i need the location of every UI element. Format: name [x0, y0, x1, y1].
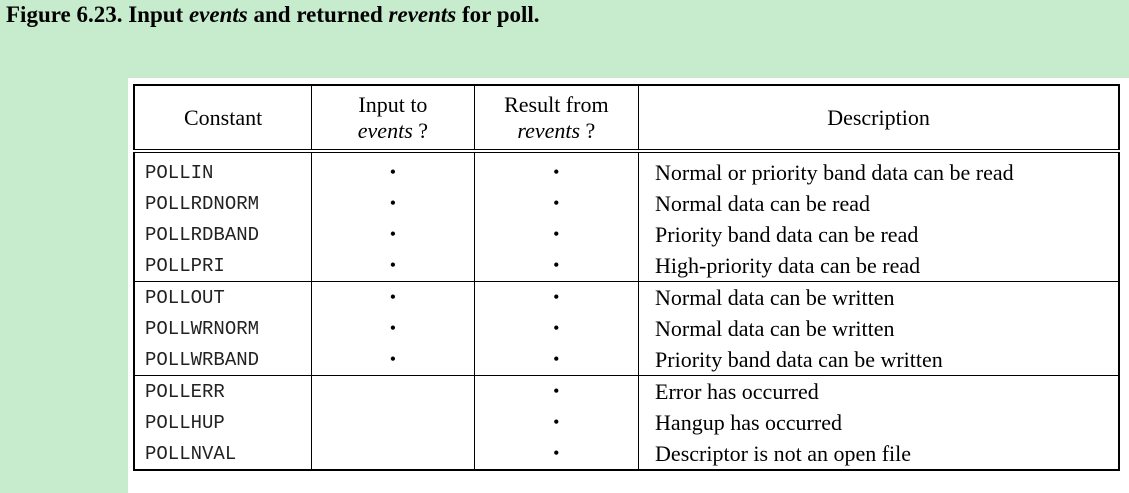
header-input-line1: Input to [358, 91, 428, 117]
header-input-q: ? [412, 117, 429, 143]
table-row: POLLRDBAND • • Priority band data can be re… [133, 219, 1120, 250]
cell-input-bullet: • [311, 188, 475, 219]
cell-input-bullet [311, 407, 475, 438]
header-result-line1: Result from [504, 91, 609, 117]
header-description: Description [638, 85, 1120, 153]
header-result-revents: revents [517, 117, 581, 143]
cell-result-bullet: • [473, 375, 640, 407]
table-row: POLLPRI • • High-priority data can be read [133, 250, 1120, 282]
cell-description: Hangup has occurred [638, 407, 1120, 438]
cell-result-bullet: • [473, 219, 640, 250]
cell-input-bullet: • [311, 281, 475, 313]
cell-description: Normal or priority band data can be read [638, 151, 1120, 188]
cell-description: Normal data can be written [638, 313, 1120, 344]
cell-description: Descriptor is not an open file [638, 438, 1120, 470]
cell-input-bullet [311, 438, 475, 470]
cell-input-bullet [311, 375, 475, 407]
table-row: POLLNVAL • Descriptor is not an open file [133, 438, 1120, 470]
table-row: POLLWRNORM • • Normal data can be written [133, 313, 1120, 344]
cell-description: Error has occurred [638, 375, 1120, 407]
cell-constant: POLLWRBAND [133, 344, 313, 376]
cell-input-bullet: • [311, 219, 475, 250]
header-input-events: events [357, 117, 413, 143]
cell-result-bullet: • [473, 313, 640, 344]
cell-description: Normal data can be read [638, 188, 1120, 219]
cell-input-bullet: • [311, 151, 475, 188]
header-result: Result from revents ? [473, 85, 640, 153]
caption-prefix: Figure 6.23. Input [6, 2, 189, 27]
table-row: POLLOUT • • Normal data can be written [133, 281, 1120, 313]
table-row: POLLWRBAND • • Priority band data can be wr… [133, 344, 1120, 376]
cell-constant: POLLNVAL [133, 438, 313, 470]
cell-constant: POLLWRNORM [133, 313, 313, 344]
caption-revents: revents [388, 2, 457, 27]
table-row: POLLERR • Error has occurred [133, 375, 1120, 407]
cell-description: Priority band data can be written [638, 344, 1120, 376]
cell-result-bullet: • [473, 250, 640, 282]
cell-description: Priority band data can be read [638, 219, 1120, 250]
caption-events: events [188, 2, 248, 27]
cell-result-bullet: • [473, 151, 640, 188]
cell-input-bullet: • [311, 344, 475, 376]
cell-description: Normal data can be written [638, 281, 1120, 313]
cell-input-bullet: • [311, 250, 475, 282]
poll-events-table: Constant Input to events ? Result from r… [133, 84, 1120, 471]
cell-result-bullet: • [473, 438, 640, 470]
header-constant: Constant [133, 85, 313, 153]
cell-constant: POLLERR [133, 375, 313, 407]
cell-input-bullet: • [311, 313, 475, 344]
caption-middle: and returned [247, 2, 389, 27]
cell-constant: POLLHUP [133, 407, 313, 438]
cell-result-bullet: • [473, 188, 640, 219]
table-header-row: Constant Input to events ? Result from r… [133, 85, 1120, 153]
table-row: POLLRDNORM • • Normal data can be read [133, 188, 1120, 219]
figure-image: Constant Input to events ? Result from r… [128, 78, 1129, 493]
cell-result-bullet: • [473, 281, 640, 313]
header-result-q: ? [580, 117, 596, 143]
cell-constant: POLLPRI [133, 250, 313, 282]
cell-constant: POLLRDNORM [133, 188, 313, 219]
cell-description: High-priority data can be read [638, 250, 1120, 282]
table-row: POLLHUP • Hangup has occurred [133, 407, 1120, 438]
table-row: POLLIN • • Normal or priority band data can… [133, 151, 1120, 188]
cell-constant: POLLIN [133, 151, 313, 188]
header-input: Input to events ? [311, 85, 475, 153]
figure-caption: Figure 6.23. Input events and returned r… [6, 2, 540, 28]
caption-suffix: for poll. [456, 2, 540, 27]
cell-constant: POLLOUT [133, 281, 313, 313]
cell-constant: POLLRDBAND [133, 219, 313, 250]
cell-result-bullet: • [473, 407, 640, 438]
cell-result-bullet: • [473, 344, 640, 376]
